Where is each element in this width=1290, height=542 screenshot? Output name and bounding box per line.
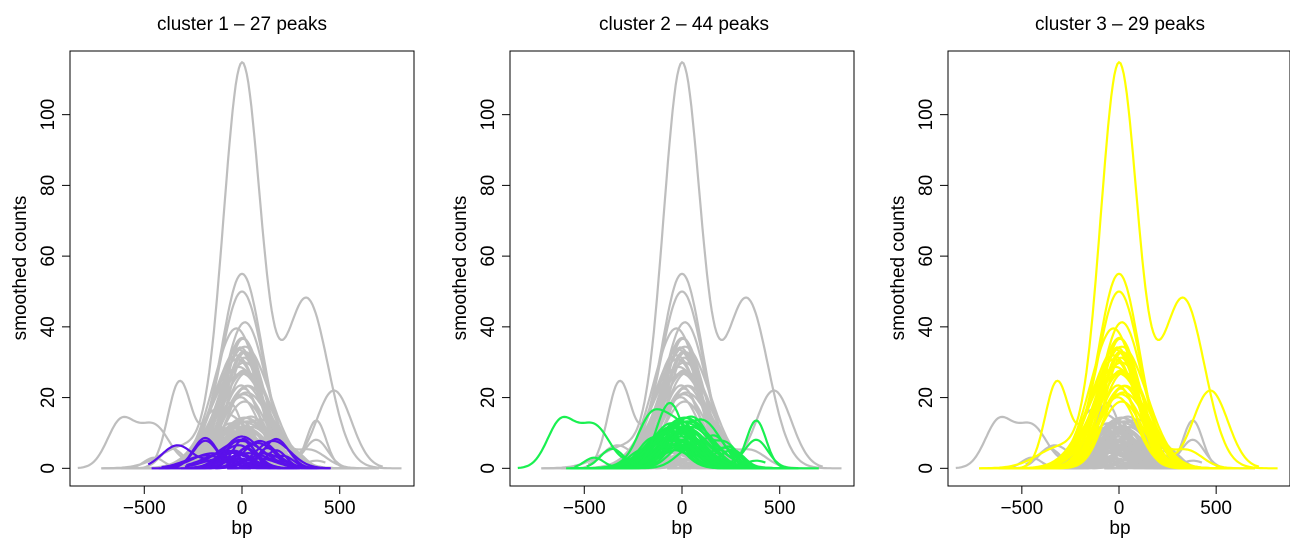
panel-2-y-axis-label: smoothed counts [450, 196, 471, 341]
panel-3-title: cluster 3 – 29 peaks [1035, 14, 1205, 35]
highlighted-peak-curve-94 [1026, 365, 1211, 470]
panel-3-y-axis-label: smoothed counts [888, 196, 909, 341]
y-tick-label: 0 [916, 463, 937, 474]
y-tick-label: 100 [38, 99, 59, 131]
panel-1: cluster 1 – 27 peaks −500 0 500 0 20 40 60 80 1… [10, 14, 415, 539]
y-tick-label: 100 [916, 99, 937, 131]
y-tick-label: 20 [38, 387, 59, 408]
panel-3-x-axis-label: bp [1109, 518, 1130, 539]
highlighted-peak-curve-73 [998, 290, 1255, 470]
y-tick-label: 80 [38, 175, 59, 196]
highlighted-peak-curve-71 [979, 60, 1278, 470]
x-tick-label: 0 [237, 498, 248, 519]
panel-3: cluster 3 – 29 peaks −500 0 500 0 20 40 60 80 1… [888, 14, 1290, 539]
panel-2-x-axis-label: bp [671, 518, 692, 539]
panel-3-curves [955, 60, 1278, 470]
panel-1-curves [77, 60, 402, 470]
x-tick-label: 0 [1114, 498, 1125, 519]
x-tick-label: 500 [1200, 498, 1232, 519]
y-tick-label: 20 [478, 387, 499, 408]
y-tick-label: 40 [38, 316, 59, 337]
x-tick-label: −500 [563, 498, 606, 519]
panel-3-y-axis: 0 20 40 60 80 100 [916, 99, 949, 474]
x-tick-label: −500 [123, 498, 166, 519]
y-tick-label: 60 [38, 246, 59, 267]
y-tick-label: 60 [916, 246, 937, 267]
highlighted-peak-curve-94 [209, 439, 299, 470]
panel-2-y-axis: 0 20 40 60 80 100 [478, 99, 511, 474]
y-tick-label: 0 [38, 463, 59, 474]
panel-1-x-axis-label: bp [231, 518, 252, 539]
highlighted-peak-curve-85 [1047, 361, 1190, 468]
other-peak-curve-70 [1069, 451, 1172, 469]
other-peak-curve-0 [541, 60, 842, 470]
x-tick-label: 500 [764, 498, 796, 519]
highlighted-peak-curve-96 [189, 457, 295, 470]
highlighted-peak-curve-99 [598, 448, 766, 470]
highlighted-peak-curve-84 [193, 439, 289, 467]
x-tick-label: 500 [324, 498, 356, 519]
panel-2-title: cluster 2 – 44 peaks [599, 14, 769, 35]
x-tick-label: −500 [1000, 498, 1043, 519]
y-tick-label: 80 [478, 175, 499, 196]
y-tick-label: 100 [478, 99, 499, 131]
panel-1-title: cluster 1 – 27 peaks [157, 14, 327, 35]
panel-1-y-axis: 0 20 40 60 80 100 [38, 99, 71, 474]
panel-2-x-axis: −500 0 500 [563, 485, 796, 519]
y-tick-label: 80 [916, 175, 937, 196]
y-tick-label: 40 [916, 316, 937, 337]
highlighted-peak-curve-97 [227, 446, 317, 470]
panel-1-y-axis-label: smoothed counts [10, 196, 31, 341]
panel-1-x-axis: −500 0 500 [123, 485, 356, 519]
other-peak-curve-0 [101, 60, 402, 470]
x-tick-label: 0 [677, 498, 688, 519]
y-tick-label: 60 [478, 246, 499, 267]
panel-2: cluster 2 – 44 peaks −500 0 500 0 20 40 60 80 1… [450, 14, 855, 539]
y-tick-label: 0 [478, 463, 499, 474]
panel-3-x-axis: −500 0 500 [1000, 485, 1232, 519]
panel-2-curves [517, 60, 842, 470]
highlighted-peak-curve-98 [586, 419, 770, 470]
highlighted-peak-curve-99 [1005, 357, 1233, 470]
y-tick-label: 40 [478, 316, 499, 337]
other-peak-curve-67 [1066, 457, 1171, 470]
highlighted-peak-curve-99 [191, 451, 296, 469]
y-tick-label: 20 [916, 387, 937, 408]
